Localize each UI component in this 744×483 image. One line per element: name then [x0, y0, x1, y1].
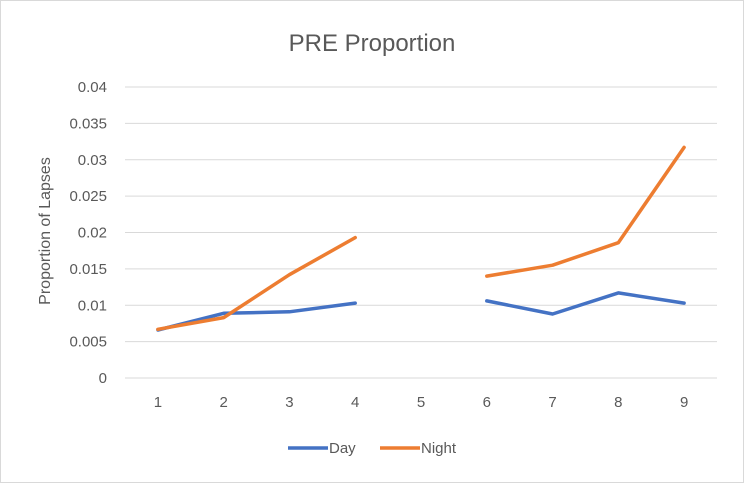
- legend-label-night: Night: [421, 440, 457, 457]
- y-tick-label: 0.02: [78, 225, 107, 242]
- y-tick-label: 0.03: [78, 152, 107, 169]
- series-line-day: [485, 291, 686, 316]
- y-tick-label: 0.025: [69, 188, 107, 205]
- x-tick-label: 1: [154, 394, 162, 411]
- y-tick-labels: 0 0.005 0.01 0.015 0.02 0.025 0.03 0.035 0.04: [69, 79, 107, 387]
- x-tick-label: 2: [219, 394, 227, 411]
- gridlines: [125, 86, 717, 379]
- x-tick-label: 3: [285, 394, 293, 411]
- y-tick-label: 0.035: [69, 115, 107, 132]
- y-tick-label: 0.04: [78, 79, 107, 96]
- x-tick-label: 8: [614, 394, 622, 411]
- x-tick-label: 9: [680, 394, 688, 411]
- series-line-night: [156, 235, 357, 332]
- chart-title: PRE Proportion: [289, 30, 456, 57]
- series-line-night: [485, 145, 686, 278]
- x-tick-label: 5: [417, 394, 425, 411]
- y-tick-label: 0.015: [69, 261, 107, 278]
- series-lines: [156, 145, 686, 332]
- y-tick-label: 0.01: [78, 297, 107, 314]
- y-tick-label: 0: [99, 370, 107, 387]
- x-tick-label: 4: [351, 394, 359, 411]
- series-line-day: [156, 301, 357, 332]
- x-tick-label: 7: [548, 394, 556, 411]
- y-tick-label: 0.005: [69, 334, 107, 351]
- legend: Day Night: [288, 440, 457, 457]
- x-tick-label: 6: [483, 394, 491, 411]
- y-axis-title: Proportion of Lapses: [37, 157, 54, 305]
- legend-label-day: Day: [329, 440, 356, 457]
- x-tick-labels: 1 2 3 4 5 6 7 8 9: [154, 394, 689, 411]
